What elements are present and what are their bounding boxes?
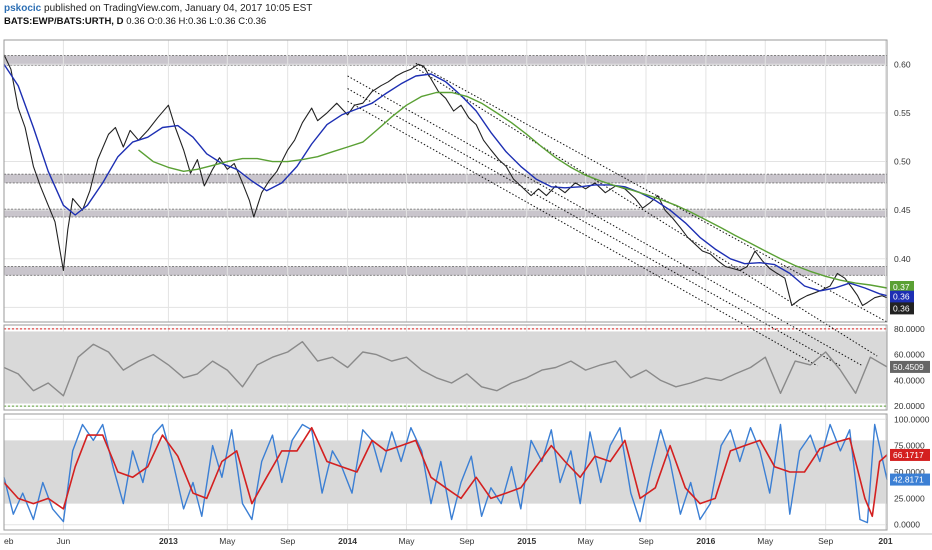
- published-text: published on TradingView.com, January 04…: [44, 3, 313, 14]
- x-tick-label: May: [219, 536, 236, 546]
- panel-0-y-tick-label: 0.50: [894, 157, 911, 167]
- value-label-box: [890, 448, 930, 461]
- value-label-box: [890, 360, 930, 373]
- horizontal-zone-0: [3, 55, 888, 66]
- bands-layer: [4, 328, 887, 504]
- value-label-text: 0.36: [893, 292, 910, 302]
- series-layer: [3, 54, 888, 524]
- panel-1-frame: [3, 324, 888, 411]
- chart-header: pskocic published on TradingView.com, Ja…: [4, 2, 312, 28]
- x-tick-label: May: [578, 536, 595, 546]
- panel-2-y-tick-label: 25.0000: [894, 493, 925, 503]
- x-tick-label: 2015: [517, 536, 536, 546]
- trend-channel-line-1: [413, 65, 878, 357]
- symbol-label: BATS:EWP/BATS:URTH, D: [4, 16, 124, 27]
- series-k-line: [3, 423, 888, 524]
- panel-1-band: [4, 331, 887, 404]
- x-tick-label: Jun: [57, 536, 71, 546]
- panel-2-frame: [3, 413, 888, 531]
- x-tick-label: Sep: [818, 536, 833, 546]
- axis-layer: 0.350.400.450.500.550.6020.000040.000060…: [0, 59, 932, 546]
- x-tick-label: 201: [878, 536, 892, 546]
- panel-1-y-tick-label: 80.0000: [894, 324, 925, 334]
- publisher-name[interactable]: pskocic: [4, 3, 42, 14]
- panel-0-y-tick-label: 0.55: [894, 108, 911, 118]
- panel-2-band: [4, 440, 887, 504]
- series-oscillator: [3, 341, 888, 397]
- frame-layer: [3, 39, 888, 531]
- value-label-text: 0.36: [893, 303, 910, 313]
- panel-0-frame: [3, 39, 888, 323]
- panel-0-y-tick-label: 0.60: [894, 59, 911, 69]
- panel-2-y-tick-label: 100.0000: [894, 414, 930, 424]
- series-moving-average-short: [3, 63, 888, 297]
- x-tick-label: Sep: [638, 536, 653, 546]
- value-label-box: [890, 290, 914, 303]
- horizontal-zone-3: [3, 266, 888, 276]
- value-label-text: 66.1717: [893, 450, 924, 460]
- x-tick-label: May: [757, 536, 774, 546]
- ohlc-values: 0.36 O:0.36 H:0.36 L:0.36 C:0.36: [126, 16, 267, 27]
- x-tick-label: 2014: [338, 536, 357, 546]
- value-label-box: [890, 473, 930, 486]
- panel-1-y-tick-label: 20.0000: [894, 401, 925, 411]
- series-price: [3, 54, 888, 307]
- publish-line: pskocic published on TradingView.com, Ja…: [4, 2, 312, 15]
- x-tick-label: May: [398, 536, 415, 546]
- horizontal-zone-1: [3, 173, 888, 184]
- trend-channel-line-2: [347, 75, 863, 367]
- value-label-text: 42.8171: [893, 475, 924, 485]
- value-label-box: [890, 280, 914, 293]
- panel-2-y-tick-label: 0.0000: [894, 520, 920, 530]
- value-label-text: 0.37: [893, 282, 910, 292]
- symbol-line: BATS:EWP/BATS:URTH, D 0.36 O:0.36 H:0.36…: [4, 15, 312, 28]
- panel-0-y-tick-label: 0.40: [894, 254, 911, 264]
- panel-1-y-tick-label: 60.0000: [894, 350, 925, 360]
- x-tick-label: Sep: [280, 536, 295, 546]
- value-label-box: [890, 302, 914, 315]
- x-tick-label: 2016: [696, 536, 715, 546]
- panel-0-y-tick-label: 0.45: [894, 205, 911, 215]
- x-tick-label: Sep: [459, 536, 474, 546]
- panel-2-y-tick-label: 75.0000: [894, 441, 925, 451]
- series-d-line: [3, 426, 888, 518]
- value-label-text: 50.4509: [893, 362, 924, 372]
- x-tick-label: 2013: [159, 536, 178, 546]
- series-moving-average-long: [138, 91, 888, 289]
- panel-2-y-tick-label: 50.0000: [894, 467, 925, 477]
- x-tick-label: eb: [4, 536, 14, 546]
- panel-1-y-tick-label: 40.0000: [894, 375, 925, 385]
